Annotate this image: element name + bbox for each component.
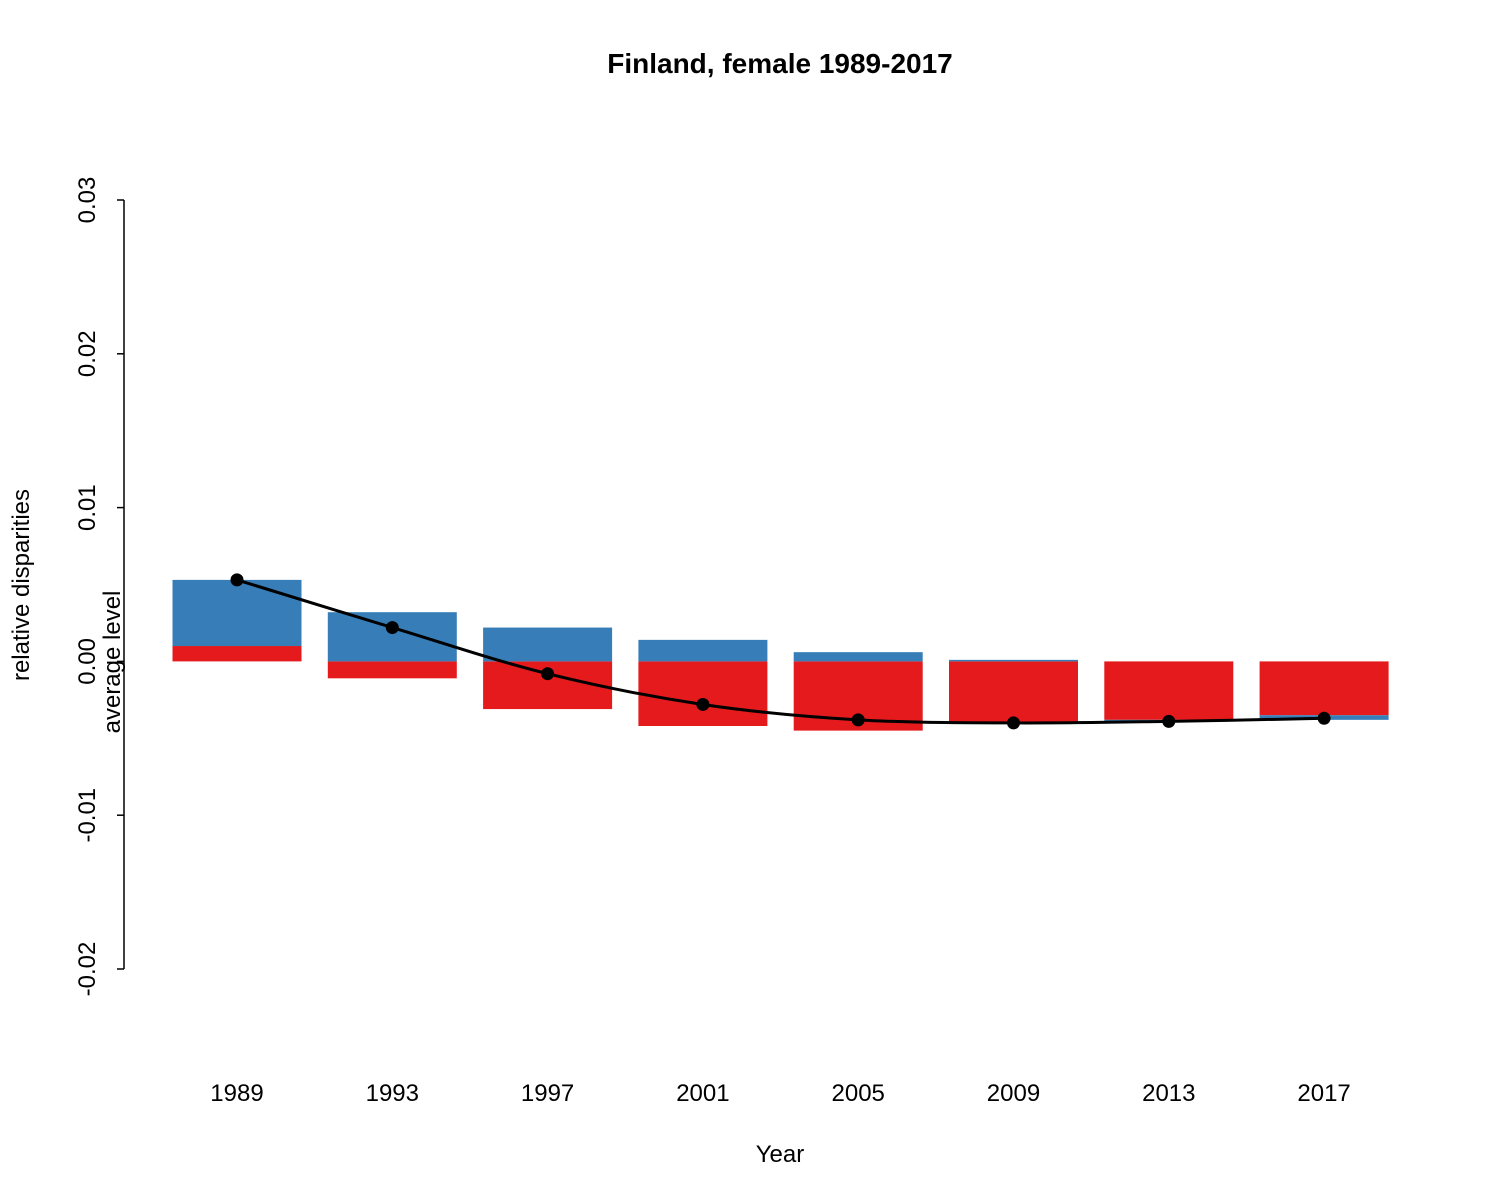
bar-segment-1997-series-1	[483, 627, 613, 662]
bars-layer	[172, 579, 1389, 731]
y-tick-label: 0.03	[74, 177, 101, 224]
x-category-labels: 1989 1993 1997 2001 2005 2009 2013 2017	[210, 1080, 1350, 1107]
bar-segment-2009-series-1	[949, 659, 1078, 662]
average-level-line	[236, 578, 1325, 725]
average-level-point-2001	[696, 697, 710, 711]
average-level-point-2009	[1007, 716, 1020, 730]
x-tick-label: 2001	[676, 1080, 729, 1107]
bar-segment-1993-series-1	[327, 612, 457, 662]
bar-segment-2001-series-1	[638, 639, 768, 662]
y-axis: 0.03 0.02 0.01 0.00 -0.01 -0.02	[74, 177, 125, 997]
y-tick-label: 0.01	[74, 484, 101, 531]
x-axis-label: Year	[756, 1141, 805, 1168]
y-axis-label-secondary: average level	[99, 591, 126, 734]
y-tick-label: -0.02	[74, 942, 101, 997]
y-axis-label: relative disparities	[8, 489, 35, 681]
bar-segment-2009-series-0	[949, 661, 1078, 723]
bar-segment-2017-series-0	[1259, 661, 1389, 716]
x-tick-label: 1989	[210, 1080, 263, 1107]
x-tick-label: 2013	[1142, 1080, 1195, 1107]
x-tick-label: 2005	[832, 1080, 885, 1107]
average-level-point-1997	[541, 667, 555, 681]
x-tick-label: 1997	[521, 1080, 574, 1107]
x-tick-label: 2017	[1297, 1080, 1350, 1107]
bar-segment-1989-series-0	[172, 646, 302, 662]
line-layer	[230, 573, 1331, 730]
chart-title: Finland, female 1989-2017	[607, 48, 953, 79]
average-level-point-2017	[1317, 711, 1331, 725]
bar-segment-2001-series-0	[638, 661, 768, 726]
average-level-point-2005	[851, 713, 865, 727]
average-level-point-1993	[385, 621, 399, 635]
x-tick-label: 1993	[366, 1080, 419, 1107]
bar-segment-2005-series-1	[793, 652, 923, 662]
bar-segment-1989-series-1	[172, 579, 302, 647]
y-tick-label: 0.02	[74, 330, 101, 377]
x-tick-label: 2009	[987, 1080, 1040, 1107]
y-tick-label: -0.01	[74, 788, 101, 843]
bar-segment-2013-series-0	[1104, 661, 1234, 720]
bar-segment-1993-series-0	[327, 661, 457, 679]
average-level-point-1989	[230, 573, 244, 587]
average-level-point-2013	[1162, 714, 1176, 728]
y-tick-label: 0.00	[74, 638, 101, 685]
